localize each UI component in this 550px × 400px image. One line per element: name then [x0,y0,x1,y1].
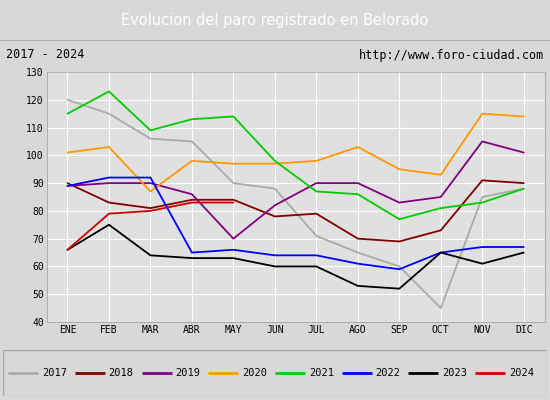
Text: 2019: 2019 [175,368,200,378]
Text: Evolucion del paro registrado en Belorado: Evolucion del paro registrado en Belorad… [122,12,428,28]
Text: 2018: 2018 [109,368,134,378]
Text: 2017 - 2024: 2017 - 2024 [6,48,84,62]
Text: http://www.foro-ciudad.com: http://www.foro-ciudad.com [359,48,544,62]
Text: 2022: 2022 [376,368,400,378]
Text: 2023: 2023 [442,368,467,378]
Text: 2024: 2024 [509,368,534,378]
Text: 2021: 2021 [309,368,334,378]
Text: 2017: 2017 [42,368,67,378]
Text: 2020: 2020 [242,368,267,378]
